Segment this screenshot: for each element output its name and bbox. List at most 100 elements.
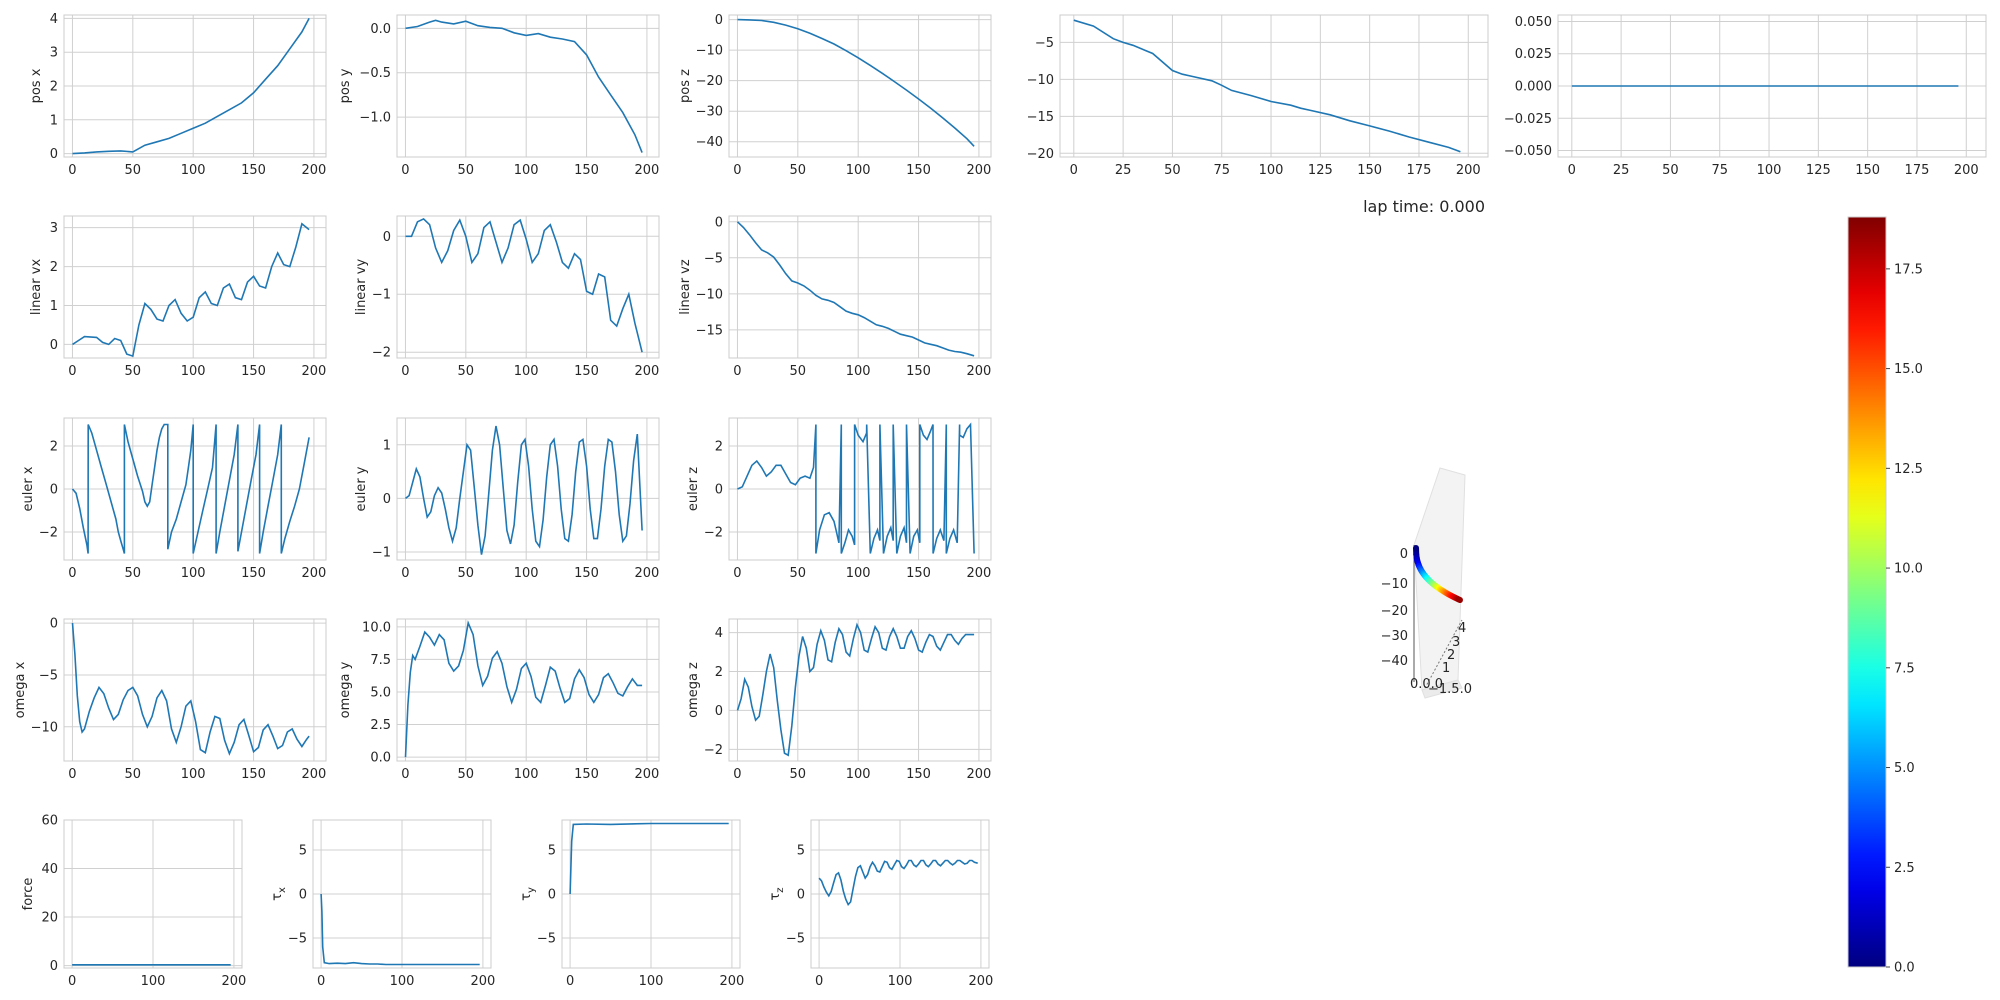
subplot-pos-z: 0 50 100 150 200 0 −10 −20 −30 −40 pos z	[678, 13, 992, 178]
y-tick-label: 3	[50, 46, 58, 61]
x-tick-label: 200	[635, 163, 660, 178]
y-axis-label: pos x	[29, 68, 44, 103]
y-tick-label: 5	[299, 843, 307, 858]
y-axis-label: omega y	[338, 661, 353, 718]
x-tick-label: 0	[733, 767, 741, 782]
x-tick-label: 100	[514, 163, 539, 178]
y-tick-label: 3	[50, 221, 58, 236]
x-tick-label: 50	[125, 163, 142, 178]
x-tick-label: 0	[815, 974, 823, 989]
subplot-tau-x: 0 100 200 5 0 −5 τx	[270, 819, 495, 989]
y-tick-label: 1	[50, 113, 58, 128]
y-tick-label: 5	[548, 843, 556, 858]
subplot-top-5: 0 25 50 75 100 125 150 175 200 0.050 0.025 0.000 −0.…	[1504, 14, 1987, 178]
x-tick-label: 150	[906, 767, 931, 782]
y-tick-label: −10	[696, 44, 723, 59]
x-tick-label: 25	[1115, 163, 1132, 178]
x-tick-label: 0	[733, 566, 741, 581]
y-tick-label: 0	[383, 492, 391, 507]
series-line	[71, 423, 310, 554]
y-tick-label: 0.025	[1515, 47, 1552, 62]
x-tick-label: 200	[1456, 163, 1481, 178]
x-tick-label: 25	[1613, 163, 1630, 178]
y-axis-label-subscript: y	[526, 887, 537, 893]
x-tick-label: 100	[846, 364, 871, 379]
x-tick-label: 100	[514, 566, 539, 581]
subplot-tau-y: 0 100 200 5 0 −5 τy	[519, 819, 744, 989]
x-tick-label: 200	[302, 566, 327, 581]
x-tick-label: 0	[1568, 163, 1576, 178]
axes-frame	[63, 819, 243, 969]
x-tick-label: 175	[1407, 163, 1432, 178]
x-tick-label: 150	[241, 163, 266, 178]
series-line	[736, 622, 975, 757]
x-tick-label: 50	[458, 364, 475, 379]
x-tick-label: 50	[1164, 163, 1181, 178]
x-tick-label: 100	[846, 163, 871, 178]
colorbar-tick-label: 0.0	[1894, 961, 1915, 976]
x-tick-label: 0	[68, 974, 76, 989]
x-tick-label: 50	[790, 767, 807, 782]
x-tick-label: 0	[68, 767, 76, 782]
x-tick-label: 100	[181, 566, 206, 581]
subplot-top-4: 0 25 50 75 100 125 150 175 200 −5 −10 −15 −20	[1027, 14, 1489, 178]
x-tick-label: 0	[733, 364, 741, 379]
y-tick-label: 0	[548, 888, 556, 903]
subplot-omega-y: 0 50 100 150 200 0.0 2.5 5.0 7.5 10.0 omega y	[338, 618, 660, 782]
x-tick-label: 0	[401, 566, 409, 581]
y-axis-label: τy	[519, 887, 537, 901]
x-tick-label: 200	[221, 974, 246, 989]
depth-tick-label: 1	[1442, 661, 1450, 676]
subplot-euler-y: 0 50 100 150 200 1 0 −1 euler y	[354, 417, 660, 581]
x-tick-label: 0	[566, 974, 574, 989]
y-tick-label: −1	[372, 545, 391, 560]
y-tick-label: 0	[383, 230, 391, 245]
y-tick-label: 5	[797, 843, 805, 858]
colorbar-gradient	[1847, 216, 1887, 968]
y-tick-label: 2	[715, 439, 723, 454]
y-tick-label: 0	[50, 617, 58, 632]
x-tick-label: 150	[1855, 163, 1880, 178]
x-tick-label: 175	[1905, 163, 1930, 178]
y-tick-label: −5	[786, 932, 805, 947]
y-axis-label: pos z	[678, 69, 693, 103]
x-tick-label: 100	[1259, 163, 1284, 178]
y-tick-label: −30	[696, 105, 723, 120]
x-tick-label: 150	[241, 767, 266, 782]
axes-frame	[396, 14, 660, 158]
series-line	[818, 859, 978, 907]
y-tick-label: −10	[696, 287, 723, 302]
y-axis-label: euler y	[354, 466, 369, 511]
x-tick-label: 150	[906, 364, 931, 379]
y-tick-label: −20	[1027, 147, 1054, 162]
y-axis-label: omega z	[686, 662, 701, 718]
series-line	[320, 893, 480, 966]
colorbar-tick-label: 12.5	[1894, 462, 1923, 477]
y-tick-label: 0	[50, 959, 58, 974]
y-tick-label: 40	[41, 862, 58, 877]
y-tick-label: 0.0	[370, 22, 391, 37]
axes-frame	[1059, 14, 1489, 158]
y-tick-label: −2	[372, 346, 391, 361]
x-tick-label: 50	[125, 566, 142, 581]
y-tick-label: −40	[696, 135, 723, 150]
depth-tick-label: 2	[1447, 648, 1455, 663]
y-tick-label: 2	[715, 665, 723, 680]
colorbar-tick-label: 15.0	[1894, 362, 1923, 377]
subplot-linear-vx: 0 50 100 150 200 0 1 2 3 linear vx	[29, 215, 327, 379]
y-tick-label: −0.5	[359, 66, 391, 81]
y-tick-label: 60	[41, 814, 58, 829]
colorbar-tick-label: 7.5	[1894, 661, 1915, 676]
y-tick-label: 0	[50, 147, 58, 162]
y-tick-label: −0.025	[1504, 112, 1552, 127]
axes-frame	[396, 417, 660, 561]
x-tick-label: 200	[968, 974, 993, 989]
y-tick-label: 0	[50, 483, 58, 498]
y-tick-label: −0.050	[1504, 144, 1552, 159]
x-tick-label: 75	[1213, 163, 1230, 178]
x-tick-label: 50	[790, 163, 807, 178]
y-axis-label-subscript: x	[277, 887, 288, 893]
x-tick-label: 150	[574, 767, 599, 782]
